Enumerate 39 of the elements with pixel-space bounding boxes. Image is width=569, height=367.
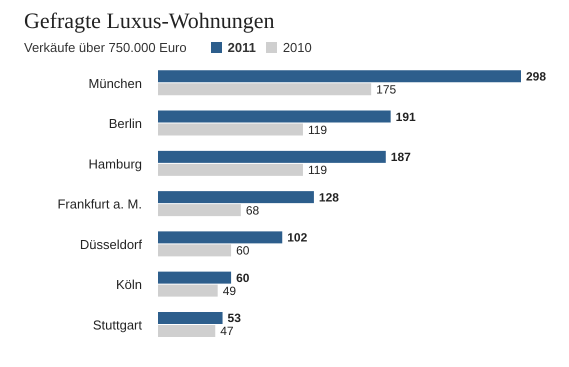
bar <box>158 110 391 123</box>
data-label: 68 <box>246 203 260 218</box>
legend-label: 2011 <box>226 40 256 55</box>
bar <box>158 312 223 324</box>
bar <box>158 164 303 176</box>
data-label: 187 <box>390 150 412 164</box>
data-label: 128 <box>318 190 340 204</box>
data-label: 53 <box>228 311 242 326</box>
bar <box>158 324 216 337</box>
bar <box>158 191 314 204</box>
legend-label: 2010 <box>282 40 312 55</box>
y-tick-label: Berlin <box>108 116 142 132</box>
bar <box>158 83 372 96</box>
data-label: 119 <box>308 122 328 137</box>
bar <box>158 70 521 82</box>
y-tick-label: München <box>88 76 142 91</box>
bar <box>158 204 241 216</box>
y-tick-label: Köln <box>116 277 142 292</box>
bar <box>158 124 303 136</box>
y-tick-label: Frankfurt a. M. <box>57 196 142 212</box>
data-label: 191 <box>396 110 416 124</box>
bar <box>158 284 218 297</box>
y-tick-label: Hamburg <box>88 156 142 172</box>
data-label: 47 <box>220 324 234 338</box>
y-tick-label: Stuttgart <box>92 317 142 332</box>
bar <box>158 272 232 284</box>
y-tick-label: Düsseldorf <box>80 236 142 252</box>
data-label: 175 <box>376 82 397 97</box>
data-label: 49 <box>222 284 236 298</box>
bar <box>158 231 282 244</box>
data-label: 102 <box>287 230 308 245</box>
bar <box>158 244 232 256</box>
data-label: 60 <box>236 244 250 258</box>
bar <box>158 150 386 163</box>
data-label: 60 <box>236 270 250 285</box>
legend-title: Verkäufe über 750.000 Euro <box>24 40 187 55</box>
chart-title: Gefragte Luxus-Wohnungen <box>24 8 276 34</box>
data-label: 298 <box>526 70 546 84</box>
data-label: 119 <box>308 163 328 178</box>
